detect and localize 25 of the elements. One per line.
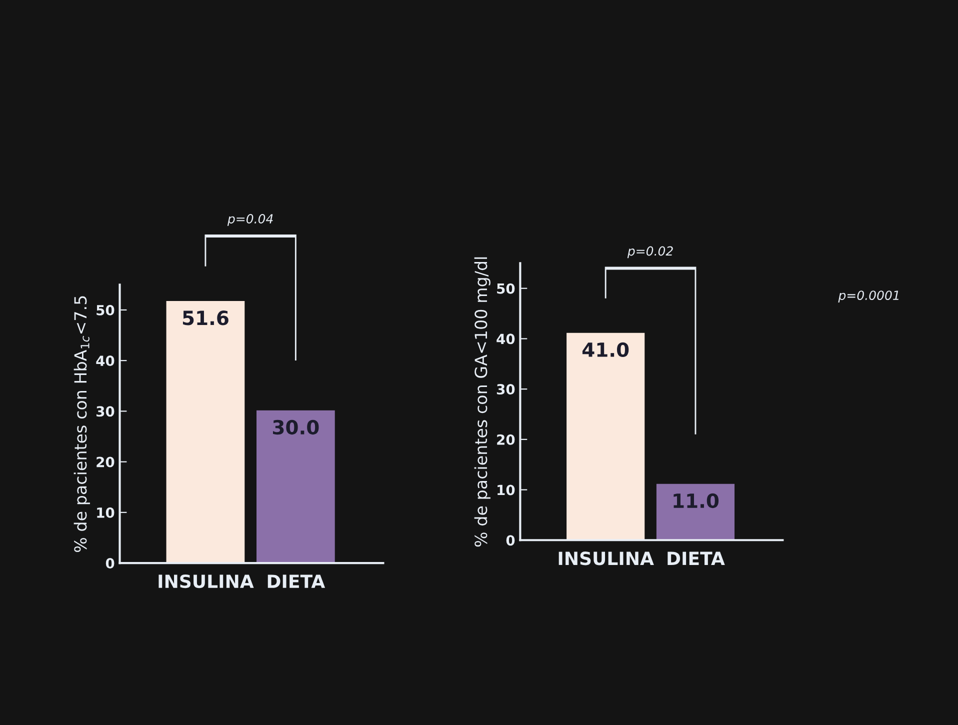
x-tick-label: INSULINA xyxy=(558,552,654,566)
y-tick-label: 20 xyxy=(96,456,114,468)
x-tick-label: INSULINA xyxy=(158,574,254,588)
y-tick-label: 0 xyxy=(106,558,114,569)
data-label: 11.0 xyxy=(674,493,719,508)
text: p=0.04 xyxy=(227,214,273,226)
y-tick-label: 40 xyxy=(496,334,515,344)
y-tick-label: 40 xyxy=(96,356,114,366)
text: p=0.02 xyxy=(627,246,673,258)
y-axis-title: % de pacientes con HbA$_{1c}$<7.5 xyxy=(74,296,90,552)
x-tick-label: DIETA xyxy=(268,574,326,588)
y-axis-title: % de pacientes con GA<100 mg/dl xyxy=(474,257,490,547)
y-tick-label: 50 xyxy=(96,304,114,316)
data-label: 41.0 xyxy=(582,342,629,358)
y-tick-label: 30 xyxy=(496,384,515,395)
x-tick-label: DIETA xyxy=(668,552,725,565)
y-tick-label: 10 xyxy=(498,484,515,496)
y-tick-label: 50 xyxy=(497,283,515,294)
y-tick-label: 30 xyxy=(96,406,114,417)
data-label: 30.0 xyxy=(273,420,319,435)
y-tick-label: 0 xyxy=(506,535,515,546)
text: p=0.0001 xyxy=(838,290,898,302)
y-tick-label: 10 xyxy=(97,507,114,518)
y-tick-label: 20 xyxy=(497,434,515,445)
data-label: 51.6 xyxy=(182,310,228,326)
